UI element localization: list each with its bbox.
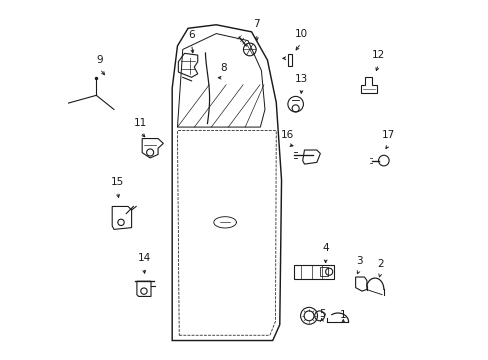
Text: 14: 14 [137, 253, 150, 263]
Text: 16: 16 [280, 130, 294, 140]
Bar [287, 54, 291, 66]
Text: 9: 9 [96, 55, 103, 65]
Text: 7: 7 [253, 19, 260, 30]
Text: 5: 5 [318, 309, 325, 319]
Bar [320, 267, 327, 276]
Text: 6: 6 [188, 30, 195, 40]
Text: 3: 3 [355, 256, 362, 266]
Text: 10: 10 [294, 29, 307, 39]
Text: 15: 15 [111, 177, 124, 187]
Text: 8: 8 [220, 63, 226, 73]
Text: 13: 13 [294, 74, 307, 84]
Text: 4: 4 [322, 243, 328, 253]
Text: 17: 17 [381, 130, 394, 140]
Bar [293, 265, 334, 279]
Text: 2: 2 [376, 259, 383, 269]
Text: 1: 1 [339, 310, 346, 320]
Text: 11: 11 [134, 118, 147, 128]
Text: 12: 12 [371, 50, 385, 60]
